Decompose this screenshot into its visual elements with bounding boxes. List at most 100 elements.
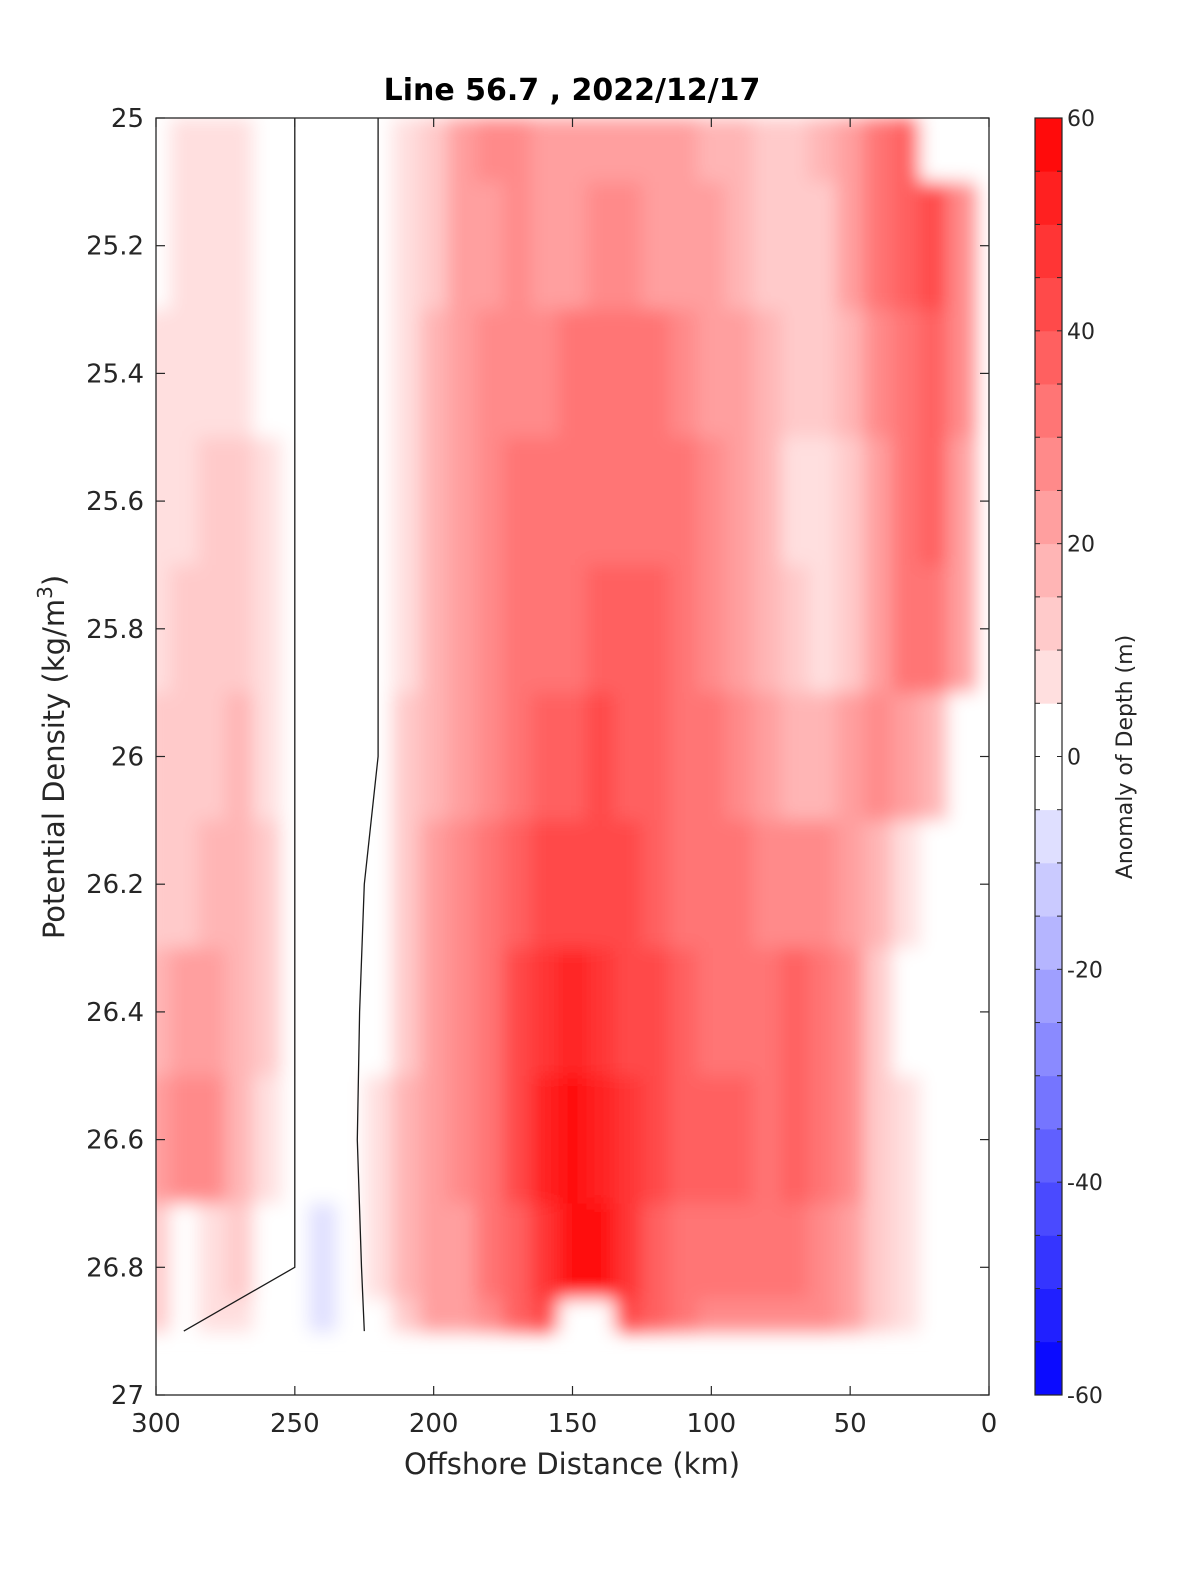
- contour-cell: [558, 118, 587, 183]
- contour-cell: [808, 181, 837, 311]
- colorbar-segment: [1035, 118, 1062, 172]
- contour-cell: [780, 118, 810, 183]
- contour-cell: [558, 692, 587, 821]
- contour-cell: [780, 309, 810, 438]
- contour-cell: [947, 437, 976, 566]
- contour-cell: [364, 1203, 393, 1300]
- contour-cell: [753, 118, 782, 183]
- contour-cell: [891, 118, 921, 183]
- contour-cell: [364, 1299, 393, 1332]
- contour-cell: [197, 118, 227, 183]
- contour-cell: [419, 820, 449, 949]
- colorbar-segment: [1035, 1182, 1062, 1236]
- contour-cell: [753, 1075, 782, 1205]
- contour-cell: [947, 181, 976, 311]
- contour-cell: [725, 181, 754, 311]
- contour-cell: [308, 692, 338, 821]
- contour-cell: [169, 437, 199, 566]
- contour-cell: [169, 1203, 199, 1300]
- contour-cell: [336, 692, 365, 821]
- contour-cell: [447, 565, 476, 694]
- contour-cell: [669, 437, 699, 566]
- contour-cell: [836, 118, 865, 183]
- y-axis-label-main: Potential Density (kg/m: [37, 599, 71, 939]
- contour-cell: [447, 820, 476, 949]
- contour-cell: [641, 1299, 671, 1332]
- colorbar-segment: [1035, 171, 1062, 225]
- zero-contour-west: [183, 118, 296, 1332]
- contour-cell: [447, 692, 476, 821]
- x-tick-label: 0: [981, 1409, 998, 1439]
- contour-cell: [253, 948, 282, 1077]
- contour-cell: [725, 692, 754, 821]
- contour-cell: [475, 948, 504, 1077]
- contour-cell: [725, 1075, 754, 1205]
- contour-cell: [225, 565, 254, 694]
- contour-cell: [641, 118, 671, 183]
- contour-cell: [947, 820, 976, 949]
- contour-cell: [864, 565, 893, 694]
- contour-cell: [503, 118, 532, 183]
- contour-cell: [475, 1299, 504, 1332]
- contour-cell: [586, 181, 615, 311]
- contour-cell: [614, 1299, 643, 1332]
- contour-cell: [503, 692, 532, 821]
- contour-cell: [392, 118, 421, 183]
- contour-cell: [864, 1075, 893, 1205]
- contour-cell: [558, 1075, 587, 1205]
- contour-cell: [586, 118, 615, 183]
- contour-cell: [530, 820, 560, 949]
- y-axis: 25 25.2 25.4 25.6 25.8 26 26.2 26.4 26.6 26.8 27: [86, 104, 989, 1411]
- contour-cell: [253, 181, 282, 311]
- contour-field: [156, 118, 976, 1332]
- y-tick-label: 26.8: [86, 1253, 144, 1283]
- contour-cell: [156, 1203, 171, 1300]
- contour-cell: [725, 565, 754, 694]
- contour-cell: [336, 309, 365, 438]
- contour-cell: [808, 1203, 837, 1300]
- contour-cell: [253, 1299, 282, 1332]
- contour-cell: [891, 181, 921, 311]
- contour-cell: [947, 309, 976, 438]
- contour-cell: [503, 565, 532, 694]
- contour-cell: [225, 118, 254, 183]
- contour-cell: [364, 948, 393, 1077]
- contour-cell: [864, 692, 893, 821]
- x-tick-label: 300: [131, 1409, 181, 1439]
- contour-cell: [530, 565, 560, 694]
- contour-cell: [947, 948, 976, 1077]
- colorbar-segment: [1035, 756, 1062, 811]
- contour-cell: [392, 1075, 421, 1205]
- contour-cell: [558, 1203, 587, 1300]
- contour-cell: [586, 820, 615, 949]
- contour-cell: [392, 820, 421, 949]
- contour-cell: [697, 437, 726, 566]
- contour-cell: [280, 1299, 310, 1332]
- colorbar-tick-label: 60: [1067, 107, 1095, 132]
- contour-cell: [614, 1075, 643, 1205]
- contour-cell: [891, 565, 921, 694]
- contour-cell: [308, 1075, 338, 1205]
- contour-cell: [503, 1075, 532, 1205]
- contour-cell: [780, 1299, 810, 1332]
- contour-cell: [586, 565, 615, 694]
- contour-cell: [419, 309, 449, 438]
- contour-cell: [614, 820, 643, 949]
- colorbar-segment: [1035, 224, 1062, 279]
- contour-cell: [169, 692, 199, 821]
- contour-cell: [530, 1203, 560, 1300]
- contour-cell: [392, 437, 421, 566]
- contour-cell: [725, 820, 754, 949]
- contour-cell: [558, 309, 587, 438]
- x-axis: 300 250 200 150 100 50 0: [131, 118, 997, 1439]
- contour-cell: [641, 437, 671, 566]
- zero-contour-east: [356, 118, 379, 1332]
- contour-cell: [919, 309, 948, 438]
- contour-cell: [891, 692, 921, 821]
- contour-cell: [614, 309, 643, 438]
- contour-cell: [197, 1203, 227, 1300]
- contour-cell: [156, 118, 171, 183]
- contour-cell: [419, 1075, 449, 1205]
- contour-cell: [503, 309, 532, 438]
- contour-cell: [586, 948, 615, 1077]
